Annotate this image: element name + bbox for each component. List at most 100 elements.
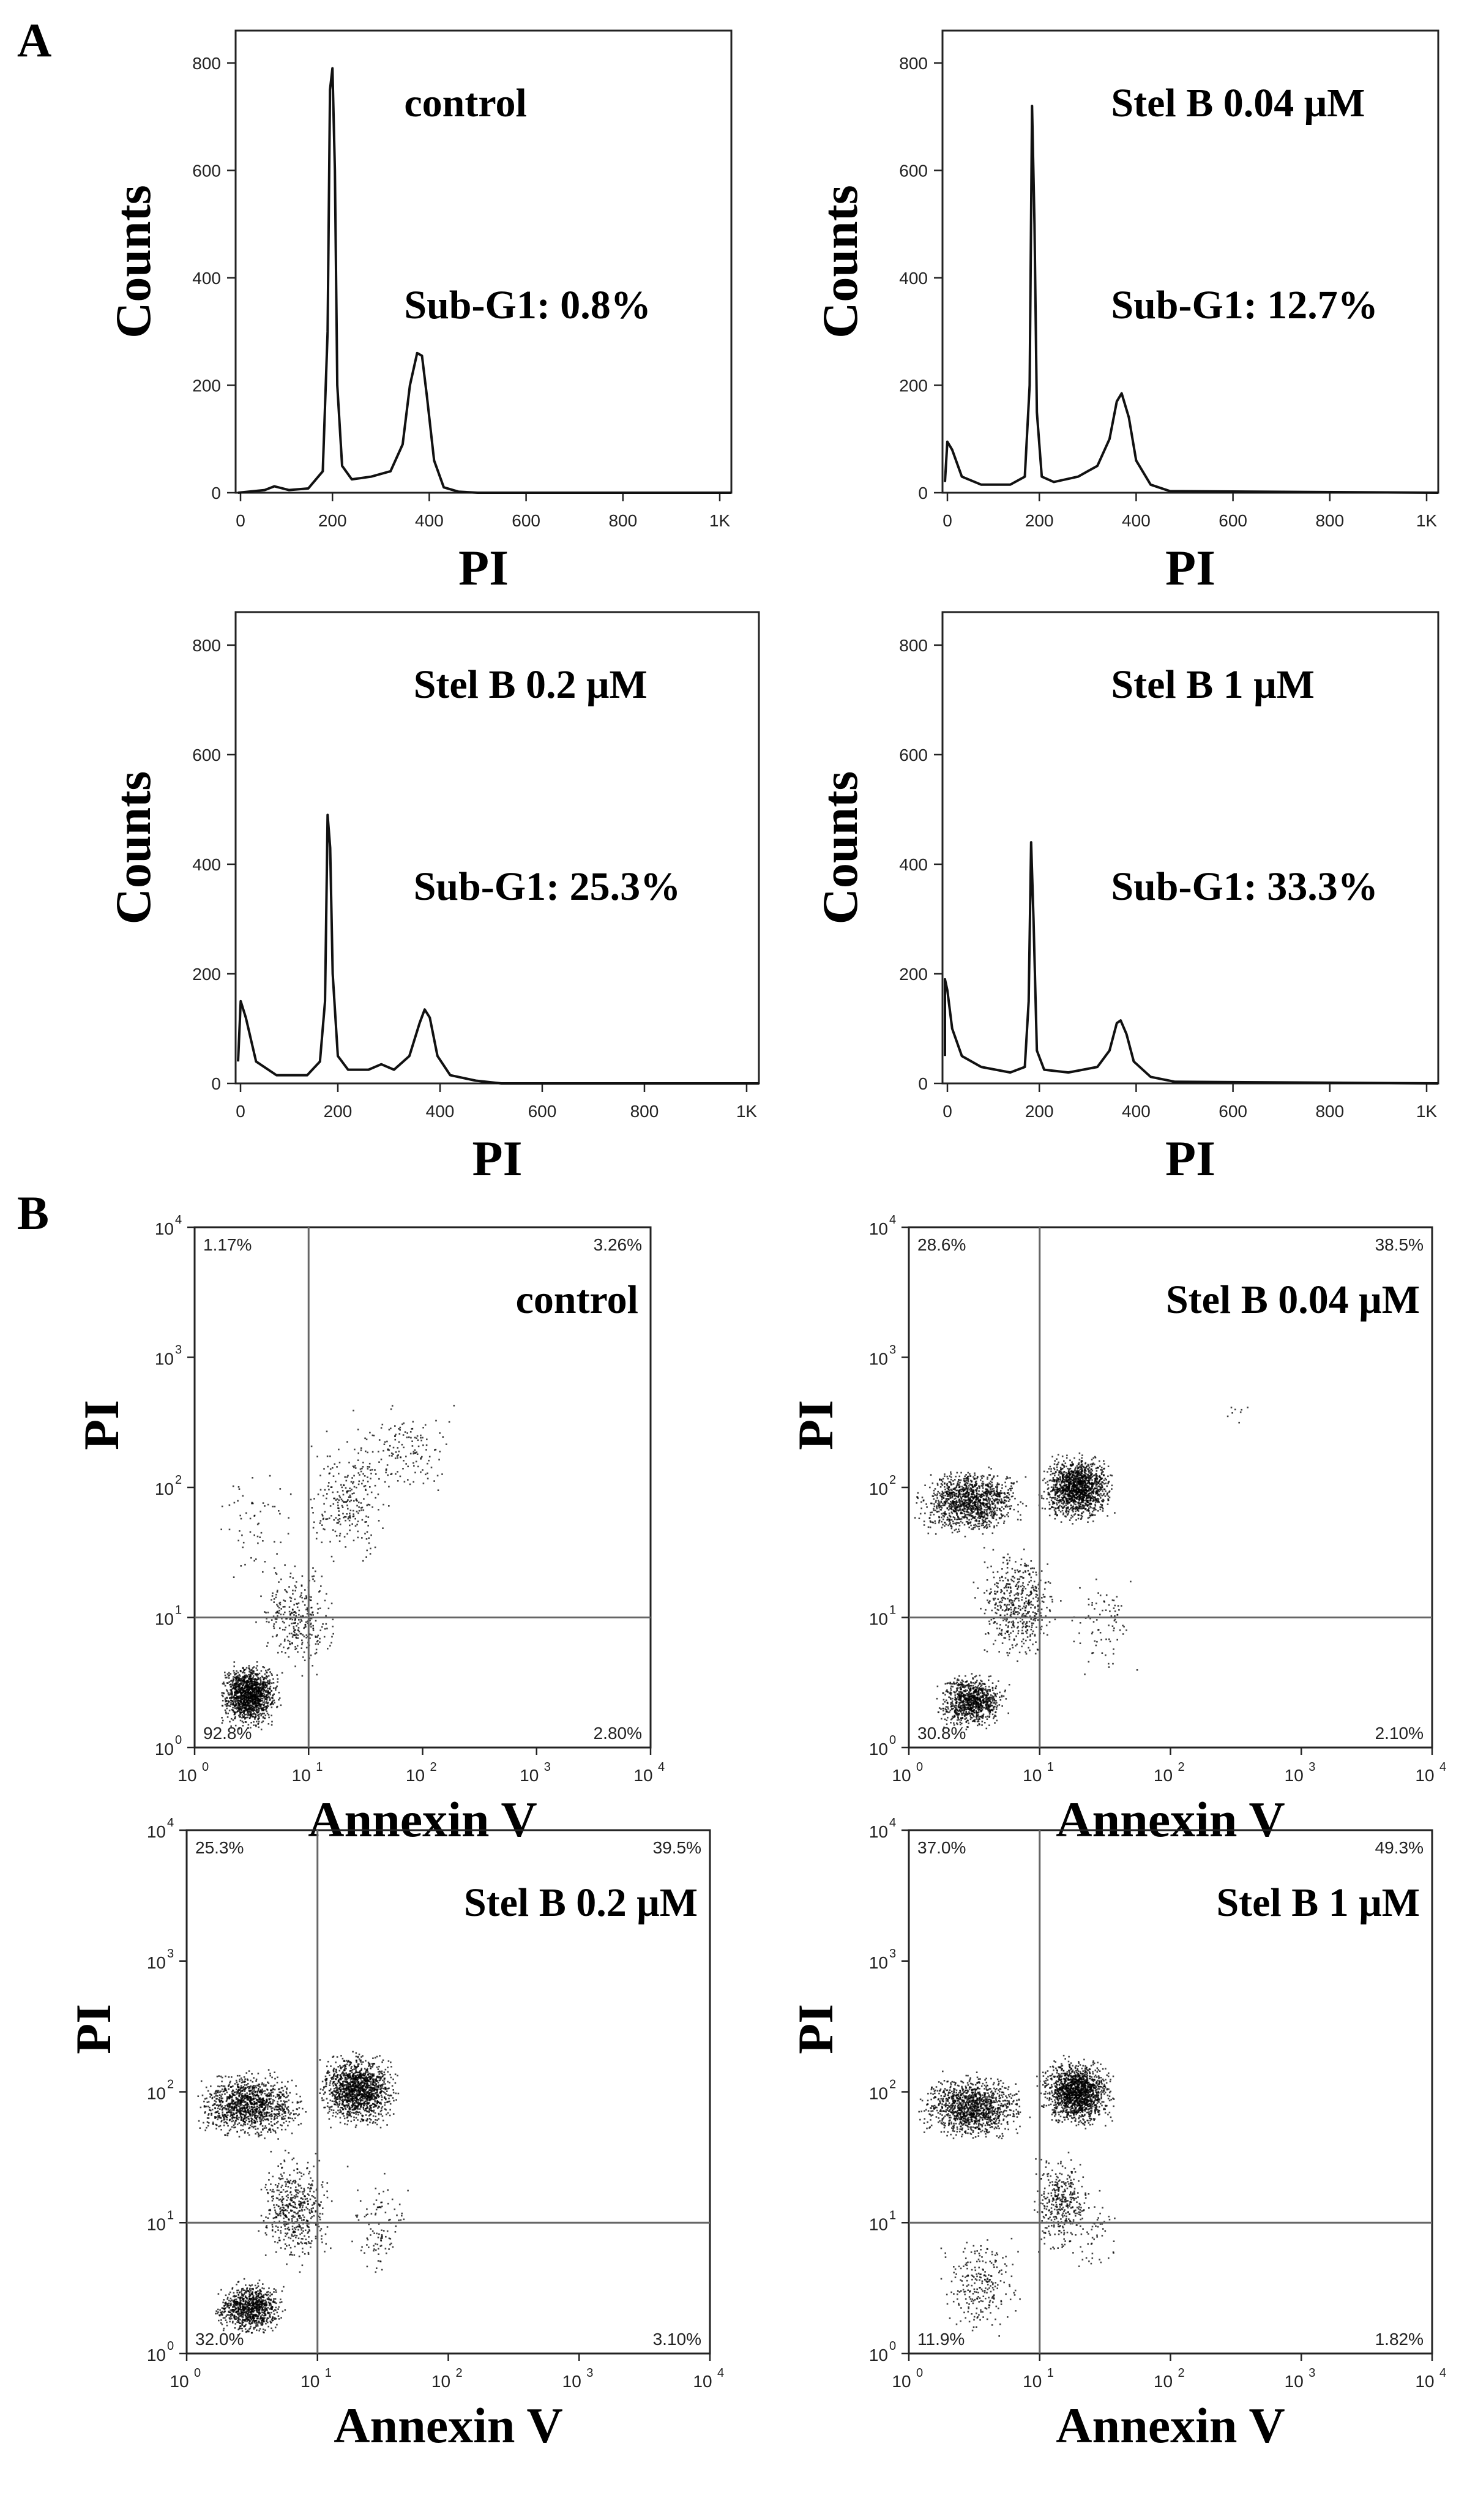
- data-point: [966, 1499, 968, 1501]
- data-point: [968, 1506, 971, 1508]
- data-point: [945, 1709, 947, 1711]
- data-point: [361, 1467, 363, 1470]
- data-point: [949, 1519, 951, 1520]
- data-point: [353, 1481, 354, 1483]
- data-point: [978, 1512, 980, 1514]
- data-point: [984, 1692, 985, 1694]
- data-point: [1099, 1460, 1100, 1462]
- data-point: [996, 1702, 998, 1704]
- data-point: [964, 1478, 966, 1480]
- y-tick-label: 200: [899, 376, 928, 395]
- data-point: [965, 1689, 967, 1691]
- data-point: [979, 1522, 980, 1525]
- data-point: [302, 1634, 304, 1636]
- data-point: [945, 1500, 947, 1502]
- y-axis-title: Counts: [105, 185, 161, 338]
- data-point: [984, 1701, 986, 1703]
- data-point: [312, 1612, 313, 1614]
- data-point: [248, 1717, 251, 1719]
- data-point: [960, 1702, 962, 1703]
- data-point: [245, 1710, 247, 1711]
- data-point: [250, 1700, 252, 1703]
- data-point: [407, 1479, 409, 1481]
- data-point: [397, 1454, 399, 1456]
- y-tick-label: 0: [918, 484, 928, 503]
- data-point: [253, 1702, 256, 1704]
- x-tick-label: 10: [520, 1766, 539, 1785]
- data-point: [979, 1683, 980, 1685]
- data-point: [332, 1632, 334, 1635]
- data-point: [950, 1511, 953, 1513]
- data-point: [993, 1499, 995, 1501]
- data-point: [255, 1725, 257, 1727]
- data-point: [974, 1719, 976, 1721]
- data-point: [305, 1621, 307, 1623]
- data-point: [968, 1511, 969, 1513]
- data-point: [371, 1434, 374, 1437]
- data-point: [946, 1500, 949, 1501]
- data-point: [230, 1702, 232, 1704]
- data-point: [278, 1645, 281, 1647]
- data-point: [972, 1692, 975, 1695]
- data-point: [1004, 1689, 1006, 1691]
- data-point: [244, 1707, 246, 1709]
- data-point: [987, 1526, 988, 1528]
- data-point: [930, 1474, 932, 1476]
- data-point: [232, 1709, 234, 1711]
- data-point: [965, 1711, 968, 1713]
- data-point: [984, 1689, 985, 1691]
- data-point: [926, 1506, 928, 1508]
- data-point: [987, 1502, 989, 1505]
- data-point: [977, 1690, 980, 1692]
- data-point: [264, 1687, 267, 1689]
- data-point: [262, 1684, 264, 1686]
- data-point: [394, 1457, 397, 1459]
- data-point: [222, 1696, 224, 1697]
- data-point: [954, 1506, 955, 1508]
- data-point: [1007, 1516, 1009, 1517]
- data-point: [977, 1522, 979, 1525]
- data-point: [234, 1691, 236, 1692]
- data-point: [294, 1618, 296, 1620]
- data-point: [374, 1469, 376, 1471]
- y-tick-label: 600: [192, 746, 221, 765]
- data-point: [967, 1694, 969, 1696]
- data-point: [266, 1695, 267, 1697]
- data-point: [260, 1729, 263, 1730]
- data-point: [242, 1671, 245, 1673]
- panel-a-letter: A: [17, 13, 51, 67]
- data-point: [976, 1507, 978, 1509]
- data-point: [973, 1687, 975, 1689]
- data-point: [326, 1497, 327, 1500]
- data-point: [241, 1534, 243, 1536]
- data-point: [345, 1501, 346, 1503]
- data-point: [1042, 1479, 1044, 1481]
- data-point: [933, 1509, 935, 1511]
- data-point: [954, 1696, 957, 1699]
- data-point: [968, 1478, 969, 1480]
- data-point: [965, 1492, 967, 1494]
- data-point: [954, 1494, 955, 1496]
- data-point: [996, 1525, 998, 1527]
- data-point: [361, 1537, 363, 1539]
- data-point: [1081, 1457, 1083, 1459]
- data-point: [966, 1478, 968, 1480]
- data-point: [233, 1684, 234, 1687]
- data-point: [1006, 1476, 1008, 1478]
- data-point: [317, 1494, 319, 1495]
- data-point: [949, 1709, 952, 1711]
- data-point: [250, 1697, 252, 1699]
- data-point: [1103, 1468, 1105, 1470]
- data-point: [975, 1716, 977, 1719]
- data-point: [925, 1503, 927, 1505]
- data-point: [1001, 1514, 1003, 1516]
- data-point: [349, 1516, 351, 1518]
- data-point: [973, 1511, 975, 1512]
- data-point: [266, 1618, 267, 1620]
- data-point: [240, 1689, 242, 1691]
- data-point: [1004, 1500, 1006, 1501]
- data-point: [234, 1673, 236, 1676]
- data-point: [985, 1495, 988, 1498]
- data-point: [244, 1714, 246, 1716]
- data-point: [1020, 1501, 1021, 1503]
